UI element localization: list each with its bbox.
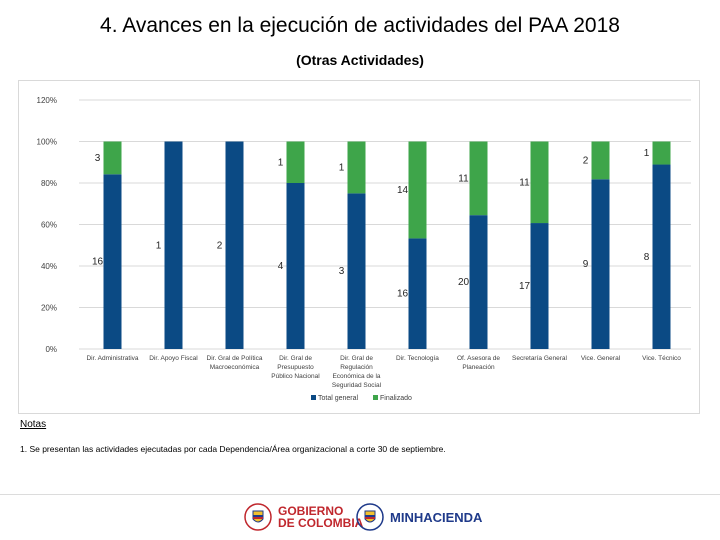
bar-total-general	[225, 141, 244, 349]
data-label-finalizado: 11	[519, 177, 530, 188]
category-label: Of. Asesora de	[457, 355, 500, 362]
category-label: Vice. General	[581, 355, 621, 362]
category-label: Dir. Apoyo Fiscal	[149, 355, 198, 362]
page-title: 4. Avances en la ejecución de actividade…	[100, 14, 620, 37]
minhacienda-shield-icon	[356, 503, 384, 531]
legend-label: Finalizado	[380, 395, 412, 402]
data-label-total-general: 4	[278, 261, 284, 272]
minhacienda-logo: MINHACIENDA	[356, 503, 482, 531]
bar-total-general	[591, 179, 610, 349]
data-label-finalizado: 11	[458, 173, 469, 184]
category-label: Presupuesto	[277, 364, 314, 371]
data-label-total-general: 1	[156, 240, 162, 251]
bar-finalizado	[469, 141, 488, 216]
data-label-total-general: 8	[644, 252, 650, 263]
category-label: Vice. Técnico	[642, 355, 681, 362]
bar-finalizado	[347, 141, 366, 194]
category-label: Secretaría General	[512, 355, 567, 362]
data-label-total-general: 3	[339, 266, 345, 277]
data-label-total-general: 9	[583, 259, 589, 270]
category-label: Planeación	[462, 364, 495, 371]
data-label-finalizado: 3	[95, 153, 101, 164]
data-label-finalizado: 1	[644, 148, 650, 159]
data-label-total-general: 16	[397, 289, 409, 300]
category-label: Regulación	[340, 364, 373, 371]
y-tick-label: 60%	[41, 221, 57, 230]
y-tick-label: 100%	[37, 138, 57, 147]
bar-finalizado	[103, 141, 122, 175]
y-tick-label: 80%	[41, 179, 57, 188]
y-tick-label: 120%	[37, 96, 57, 105]
bar-total-general	[164, 141, 183, 349]
y-tick-label: 40%	[41, 262, 57, 271]
category-label: Macroeconómica	[210, 364, 260, 371]
data-label-finalizado: 14	[397, 185, 409, 196]
bar-total-general	[652, 164, 671, 349]
bar-finalizado	[652, 141, 671, 165]
notes-text: 1. Se presentan las actividades ejecutad…	[20, 444, 446, 454]
data-label-total-general: 2	[217, 240, 223, 251]
category-label: Público Nacional	[271, 373, 320, 380]
data-label-total-general: 20	[458, 277, 470, 288]
data-label-finalizado: 2	[583, 155, 589, 166]
y-tick-label: 0%	[45, 345, 57, 354]
chart-area: 0% 20% 40% 60% 80% 100% 120% 16 3 Dir. Administra…	[18, 80, 700, 414]
data-label-finalizado: 1	[339, 162, 345, 173]
footer-divider	[0, 494, 720, 495]
gobierno-logo: GOBIERNO DE COLOMBIA	[244, 503, 363, 531]
bar-finalizado	[530, 141, 549, 224]
notes-title: Notas	[20, 419, 47, 430]
bar-total-general	[530, 223, 549, 349]
page-subtitle: (Otras Actividades)	[296, 52, 424, 68]
legend-swatch	[311, 395, 316, 400]
data-label-finalizado: 1	[278, 157, 284, 168]
data-label-total-general: 17	[519, 281, 531, 292]
data-label-total-general: 16	[92, 257, 104, 268]
logo1-line2: DE COLOMBIA	[278, 516, 364, 530]
logo2-text: MINHACIENDA	[390, 509, 483, 525]
y-tick-label: 20%	[41, 304, 57, 313]
bar-total-general	[103, 174, 122, 349]
stacked-bar-chart: 0% 20% 40% 60% 80% 100% 120% 16 3 Dir. Administra…	[37, 96, 691, 402]
category-label: Dir. Gral de Política	[207, 355, 263, 362]
category-label: Económica de la	[332, 373, 380, 380]
bar-finalizado	[286, 141, 305, 183]
category-label: Dir. Administrativa	[86, 355, 138, 362]
logo1-line1: GOBIERNO	[278, 504, 344, 518]
bar-finalizado	[591, 141, 610, 180]
category-label: Seguridad Social	[332, 382, 382, 389]
category-label: Dir. Tecnología	[396, 355, 439, 362]
colombia-shield-icon	[244, 503, 272, 531]
bar-total-general	[286, 183, 305, 349]
category-label: Dir. Gral de	[279, 355, 312, 362]
category-label: Dir. Gral de	[340, 355, 373, 362]
bar-total-general	[347, 193, 366, 349]
bar-total-general	[408, 238, 427, 349]
legend-swatch	[373, 395, 378, 400]
legend-label: Total general	[318, 395, 359, 402]
bar-finalizado	[408, 141, 427, 239]
bar-total-general	[469, 215, 488, 349]
